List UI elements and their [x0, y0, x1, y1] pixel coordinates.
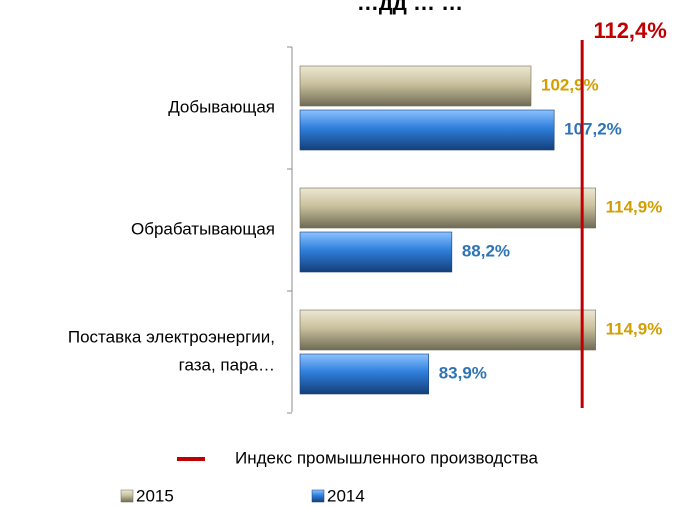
- bar-2015-добывающая: [299, 65, 532, 107]
- bar-2014-добывающая: [299, 109, 555, 151]
- category-label: газа, пара…: [179, 355, 275, 374]
- bar-2014-поставка-электроэнер: [299, 353, 429, 395]
- bar-2015-поставка-электроэнер: [299, 309, 596, 351]
- reference-line-value-label: 112,4%: [593, 18, 666, 43]
- bar-2014-обрабатывающая: [299, 231, 453, 273]
- value-labels: 102,9% 107,2% 114,9% 88,2% 114,9% 83,9%: [439, 75, 663, 382]
- data-label-2015: 102,9%: [541, 75, 599, 94]
- chart-title: …дд … …: [357, 0, 463, 15]
- bars: [299, 65, 596, 395]
- legend-reference-label: Индекс промышленного производства: [235, 448, 538, 467]
- bar-2015-обрабатывающая: [299, 187, 596, 229]
- category-label: Добывающая: [168, 97, 275, 116]
- axis-ticks: [287, 46, 292, 414]
- legend-label-2014: 2014: [327, 486, 365, 505]
- data-label-2014: 88,2%: [462, 241, 510, 260]
- data-label-2014: 83,9%: [439, 363, 487, 382]
- data-label-2014: 107,2%: [564, 119, 622, 138]
- legend-label-2015: 2015: [136, 486, 174, 505]
- data-label-2015: 114,9%: [606, 319, 663, 338]
- category-labels: Добывающая Обрабатывающая Поставка электро…: [68, 97, 275, 374]
- data-label-2015: 114,9%: [606, 197, 663, 216]
- category-label: Поставка электроэнергии,: [68, 327, 275, 346]
- legend-swatch-2015: [120, 489, 134, 503]
- legend-swatch-2014: [311, 489, 325, 503]
- category-label: Обрабатывающая: [131, 219, 275, 238]
